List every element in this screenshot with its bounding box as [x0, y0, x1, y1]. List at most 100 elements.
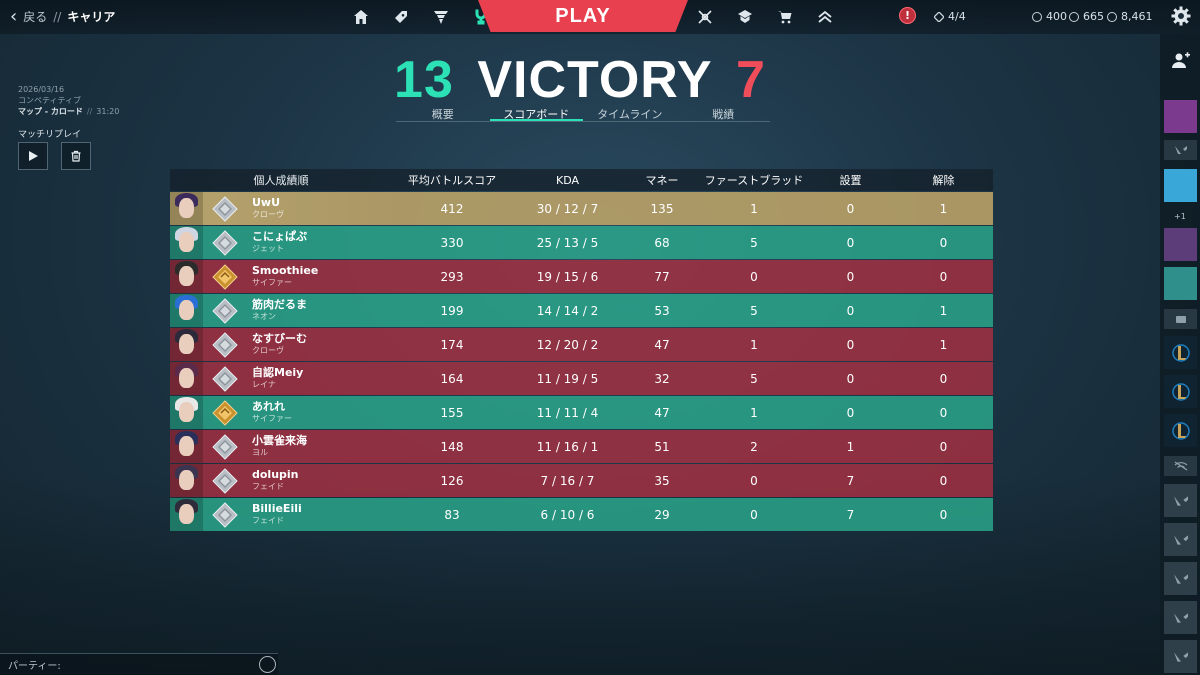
home-icon[interactable] [350, 6, 372, 28]
breadcrumb-current: キャリア [67, 10, 116, 24]
plants-value: 0 [846, 337, 855, 352]
offline-friend[interactable] [1164, 640, 1197, 673]
party-chat-bar[interactable]: パーティー: [0, 653, 278, 675]
table-row[interactable]: こにょぱぷ ジェット 330 25 / 13 / 5 68 5 0 0 [170, 226, 993, 259]
replay-delete-button[interactable] [61, 142, 91, 170]
back-button[interactable]: ‹ 戻る // キャリア [10, 5, 116, 27]
back-label: 戻る [23, 10, 48, 24]
player-cell: BillieEili フェイド [170, 498, 392, 531]
kda-value: 14 / 14 / 2 [536, 303, 599, 318]
agent-portrait [170, 260, 203, 293]
player-name: dolupin [252, 467, 299, 481]
plants-value: 0 [846, 235, 855, 250]
offline-divider[interactable] [1164, 456, 1197, 476]
kda-value: 11 / 19 / 5 [536, 371, 599, 386]
player-name: UwU [252, 195, 281, 209]
kingdom-credit-icon [1107, 11, 1117, 22]
kda-value: 12 / 20 / 2 [536, 337, 599, 352]
header-first-blood[interactable]: ファーストブラッド [704, 174, 804, 187]
header-player[interactable]: 個人成績順 [253, 174, 309, 187]
table-row[interactable]: あれれ サイファー 155 11 / 11 / 4 47 1 0 0 [170, 396, 993, 429]
player-name-block: Smoothiee サイファー [252, 264, 318, 289]
table-row[interactable]: BillieEili フェイド 83 6 / 10 / 6 29 0 7 0 [170, 498, 993, 531]
collection-icon[interactable] [390, 6, 412, 28]
player-name-block: BillieEili フェイド [252, 502, 302, 527]
header-plants[interactable]: 設置 [839, 174, 862, 187]
play-button[interactable]: PLAY [478, 0, 688, 32]
acs-value: 330 [440, 235, 464, 250]
agents-icon[interactable] [430, 6, 452, 28]
tab-performance[interactable]: 戦績 [712, 108, 735, 121]
friend-avatar[interactable] [1164, 375, 1197, 408]
kingdom-credit-balance[interactable]: 8,461 [1107, 10, 1153, 23]
offline-friend[interactable] [1164, 484, 1197, 517]
table-row[interactable]: Smoothiee サイファー 293 19 / 15 / 6 77 0 0 0 [170, 260, 993, 293]
offline-friend[interactable] [1164, 601, 1197, 634]
kda-value: 30 / 12 / 7 [536, 201, 599, 216]
agent-portrait [170, 396, 203, 429]
vp-balance[interactable]: 400 [1032, 10, 1067, 23]
tab-timeline[interactable]: タイムライン [597, 108, 663, 121]
friend-avatar[interactable] [1164, 100, 1197, 133]
table-row[interactable]: なすびーむ クローヴ 174 12 / 20 / 2 47 1 0 1 [170, 328, 993, 361]
player-name: 自認Meiy [252, 365, 304, 379]
tab-summary[interactable]: 概要 [431, 108, 454, 121]
header-defuses[interactable]: 解除 [932, 174, 955, 187]
tab-scoreboard[interactable]: スコアボード [489, 106, 583, 121]
defuses-value: 0 [939, 473, 948, 488]
chat-channel-icon[interactable] [259, 656, 276, 673]
chevron-left-icon: ‹ [10, 5, 18, 27]
mission-progress[interactable]: 4/4 [934, 10, 966, 23]
match-result: 13 VICTORY 7 [0, 50, 1160, 110]
friend-avatar[interactable] [1164, 228, 1197, 261]
header-kda[interactable]: KDA [555, 173, 579, 187]
money-value: 77 [654, 269, 670, 284]
valorant-icon [1173, 495, 1188, 506]
vp-amount: 400 [1046, 10, 1067, 23]
nav-right [694, 6, 836, 28]
table-row[interactable]: UwU クローヴ 412 30 / 12 / 7 135 1 0 1 [170, 192, 993, 225]
replay-play-button[interactable] [18, 142, 48, 170]
friend-status[interactable] [1164, 309, 1197, 329]
offline-friend[interactable] [1164, 562, 1197, 595]
valorant-icon [1174, 146, 1187, 154]
header-acs[interactable]: 平均バトルスコア [407, 174, 497, 187]
table-row[interactable]: 筋肉だるま ネオン 199 14 / 14 / 2 53 5 0 1 [170, 294, 993, 327]
rank-icon [212, 297, 238, 324]
player-cell: あれれ サイファー [170, 396, 392, 429]
esports-icon[interactable] [734, 6, 756, 28]
battlepass-icon[interactable] [694, 6, 716, 28]
offline-friend[interactable] [1164, 523, 1197, 556]
store-icon[interactable] [774, 6, 796, 28]
gear-icon[interactable] [1170, 5, 1192, 27]
acs-value: 83 [444, 507, 460, 522]
friend-avatar[interactable] [1164, 169, 1197, 202]
friend-avatar[interactable] [1164, 414, 1197, 447]
valorant-icon [1173, 573, 1188, 584]
table-row[interactable]: 小雲雀来海 ヨル 148 11 / 16 / 1 51 2 1 0 [170, 430, 993, 463]
rank-icon[interactable] [814, 6, 836, 28]
header-money[interactable]: マネー [645, 174, 679, 187]
defuses-value: 1 [939, 303, 948, 318]
plants-value: 0 [846, 269, 855, 284]
friend-avatar[interactable] [1164, 336, 1197, 369]
party-extra-count: +1 [1174, 212, 1186, 221]
scoreboard-table: 個人成績順 平均バトルスコア KDA マネー ファーストブラッド 設置 解除 U… [170, 169, 993, 531]
plants-value: 0 [846, 405, 855, 420]
offline-icon [1174, 461, 1187, 471]
friend-avatar[interactable] [1164, 267, 1197, 300]
friend-status[interactable] [1164, 140, 1197, 160]
add-friend-button[interactable] [1164, 44, 1197, 77]
table-row[interactable]: 自認Meiy レイナ 164 11 / 19 / 5 32 5 0 0 [170, 362, 993, 395]
alert-icon[interactable]: ! [899, 7, 916, 24]
radianite-balance[interactable]: 665 [1069, 10, 1104, 23]
plants-value: 1 [846, 439, 855, 454]
acs-value: 174 [440, 337, 464, 352]
rank-icon [212, 365, 238, 392]
kda-value: 6 / 10 / 6 [540, 507, 595, 522]
kda-value: 11 / 11 / 4 [536, 405, 599, 420]
result-text: VICTORY [477, 51, 713, 109]
table-row[interactable]: dolupin フェイド 126 7 / 16 / 7 35 0 7 0 [170, 464, 993, 497]
agent-portrait [170, 464, 203, 497]
money-value: 135 [650, 201, 674, 216]
